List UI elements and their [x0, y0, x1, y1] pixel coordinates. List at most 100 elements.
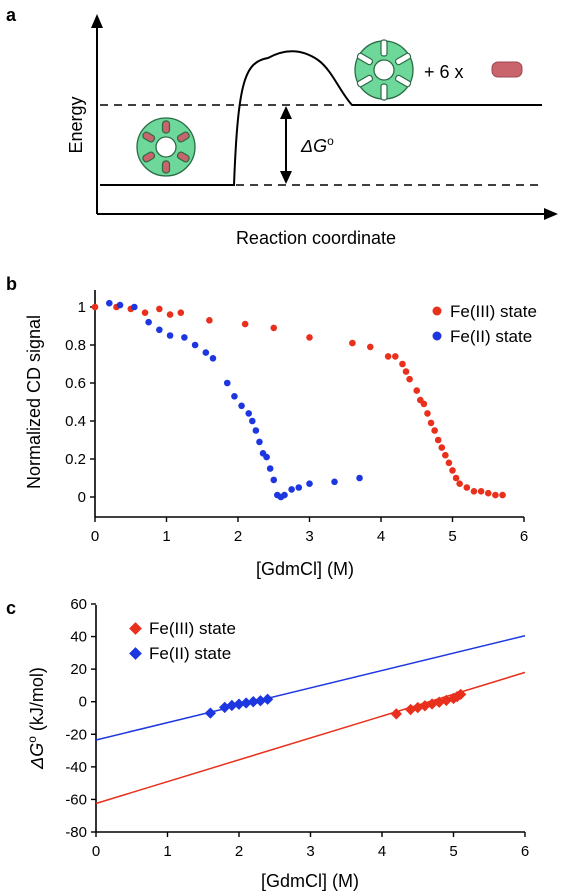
panel-b-point-fe3: [434, 436, 442, 444]
panel-b-point-fe3: [384, 353, 392, 360]
panel-b-point-fe3: [392, 353, 399, 360]
panel-c-point-fe3: [454, 688, 467, 701]
energy-axis-label: Energy: [66, 96, 86, 153]
c-x-tick-label: 0: [92, 843, 100, 860]
delta-g-arrow-head-down: [280, 171, 292, 184]
b-x-tick-label: 1: [162, 528, 170, 545]
panel-b-point-fe3: [91, 303, 99, 311]
panel-b-points: [91, 299, 506, 501]
panel-b-point-fe2: [252, 427, 260, 434]
products-text: + 6 x: [424, 62, 464, 82]
panel-b-point-fe3: [463, 484, 471, 491]
panel-b-label: b: [6, 274, 17, 294]
panel-b-point-fe3: [420, 400, 428, 408]
b-y-tick-label: 0.2: [65, 451, 86, 468]
panel-b-point-fe2: [231, 393, 238, 400]
panel-c-point-fe2: [240, 697, 252, 709]
panel-c-point-fe3: [390, 708, 402, 720]
panel-b-point-fe2: [131, 303, 138, 311]
panel-c: c 0 1 2 3 4 5 6 -80 -60 -40 -20 0 20 40 60 [GdmCl] (M…: [6, 596, 529, 891]
panel-b-point-fe3: [206, 317, 213, 324]
b-y-tick-label: 0: [78, 489, 86, 506]
panel-b-point-fe2: [209, 355, 217, 362]
panel-c-x-ticks: 0 1 2 3 4 5 6: [92, 832, 529, 860]
panel-b-point-fe2: [106, 299, 113, 307]
panel-b-point-fe2: [263, 453, 270, 461]
panel-b-point-fe2: [145, 318, 152, 326]
c-x-tick-label: 1: [163, 843, 171, 860]
panel-b-point-fe2: [281, 491, 288, 499]
panel-c-point-fe2: [261, 693, 274, 705]
panel-b-point-fe2: [116, 301, 124, 309]
panel-b-point-fe2: [191, 341, 199, 349]
b-x-tick-label: 2: [234, 528, 242, 545]
panel-b-point-fe2: [270, 476, 278, 484]
c-y-tick-label: -20: [65, 726, 87, 743]
energy-axis-arrow: [91, 14, 103, 28]
panel-c-legend-fe2: Fe(II) state: [149, 644, 231, 663]
panel-b-point-fe3: [431, 427, 438, 434]
panel-c-y-ticks: -80 -60 -40 -20 0 20 40 60: [65, 596, 96, 841]
panel-c-legend: Fe(III) state Fe(II) state: [129, 619, 236, 663]
panel-b-point-fe2: [288, 486, 295, 493]
panel-b-y-ticks: 0 0.2 0.4 0.6 0.8 1: [65, 299, 95, 506]
panel-b-point-fe3: [141, 309, 149, 317]
b-y-tick-label: 1: [78, 299, 86, 316]
panel-b-point-fe2: [331, 478, 338, 486]
panel-b-point-fe3: [270, 324, 278, 332]
c-x-tick-label: 6: [521, 843, 529, 860]
panel-b-point-fe3: [402, 368, 410, 375]
panel-b-point-fe3: [484, 489, 492, 497]
panel-b-point-fe3: [477, 488, 485, 495]
panel-c-fit-line-fe2: [95, 635, 526, 741]
panel-b-point-fe3: [499, 491, 506, 499]
c-y-tick-label: 60: [70, 596, 87, 613]
panel-c-y-axis-label: ΔGo (kJ/mol): [25, 667, 47, 770]
panel-b-point-fe3: [306, 334, 313, 341]
c-x-tick-label: 4: [378, 843, 386, 860]
reaction-axis-label: Reaction coordinate: [236, 228, 396, 248]
panel-b: b 0 1 2 3 4 5 6 0 0.2 0.4 0.6 0.8 1 [GdmCl] (M) Nor…: [6, 274, 537, 579]
panel-b-point-fe2: [356, 474, 363, 482]
b-x-tick-label: 6: [520, 528, 528, 545]
panel-b-point-fe3: [366, 343, 374, 351]
heme-bound-protein-icon: [136, 117, 196, 177]
panel-c-points: [204, 688, 467, 720]
panel-b-point-fe3: [413, 387, 421, 394]
panel-b-point-fe3: [427, 419, 435, 427]
panel-b-point-fe2: [166, 332, 174, 339]
reaction-axis-arrow: [544, 208, 558, 220]
panel-b-point-fe3: [424, 410, 431, 417]
panel-b-point-fe2: [266, 465, 274, 472]
panel-b-point-fe3: [445, 459, 453, 467]
panel-a-label: a: [6, 5, 17, 25]
delta-g-label: ΔGo: [300, 134, 334, 156]
b-x-tick-label: 3: [305, 528, 313, 545]
panel-c-point-fe2: [204, 707, 217, 719]
panel-b-legend-marker-fe2: [432, 331, 442, 341]
b-x-tick-label: 5: [448, 528, 456, 545]
panel-c-point-fe2: [233, 698, 245, 710]
panel-c-point-fe2: [247, 696, 259, 708]
panel-b-point-fe3: [399, 360, 406, 368]
panel-b-point-fe2: [245, 410, 253, 417]
panel-b-point-fe2: [256, 438, 263, 446]
c-y-tick-label: 0: [79, 694, 87, 711]
panel-b-point-fe3: [456, 480, 463, 488]
panel-b-point-fe2: [156, 326, 163, 334]
panel-b-point-fe3: [349, 339, 356, 347]
panel-b-point-fe2: [202, 349, 210, 356]
free-heme-icon: [491, 61, 523, 78]
panel-b-x-ticks: 0 1 2 3 4 5 6: [91, 517, 528, 545]
panel-b-legend: Fe(III) state Fe(II) state: [432, 302, 537, 346]
panel-b-point-fe3: [166, 311, 174, 318]
panel-c-x-axis-label: [GdmCl] (M): [261, 871, 359, 891]
panel-b-point-fe2: [238, 402, 245, 410]
panel-c-legend-marker-fe3: [129, 622, 142, 635]
panel-b-x-axis-label: [GdmCl] (M): [256, 559, 354, 579]
b-y-tick-label: 0.4: [65, 413, 86, 430]
b-x-tick-label: 0: [91, 528, 99, 545]
panel-b-legend-fe3: Fe(III) state: [450, 302, 537, 321]
panel-b-point-fe3: [156, 305, 163, 313]
